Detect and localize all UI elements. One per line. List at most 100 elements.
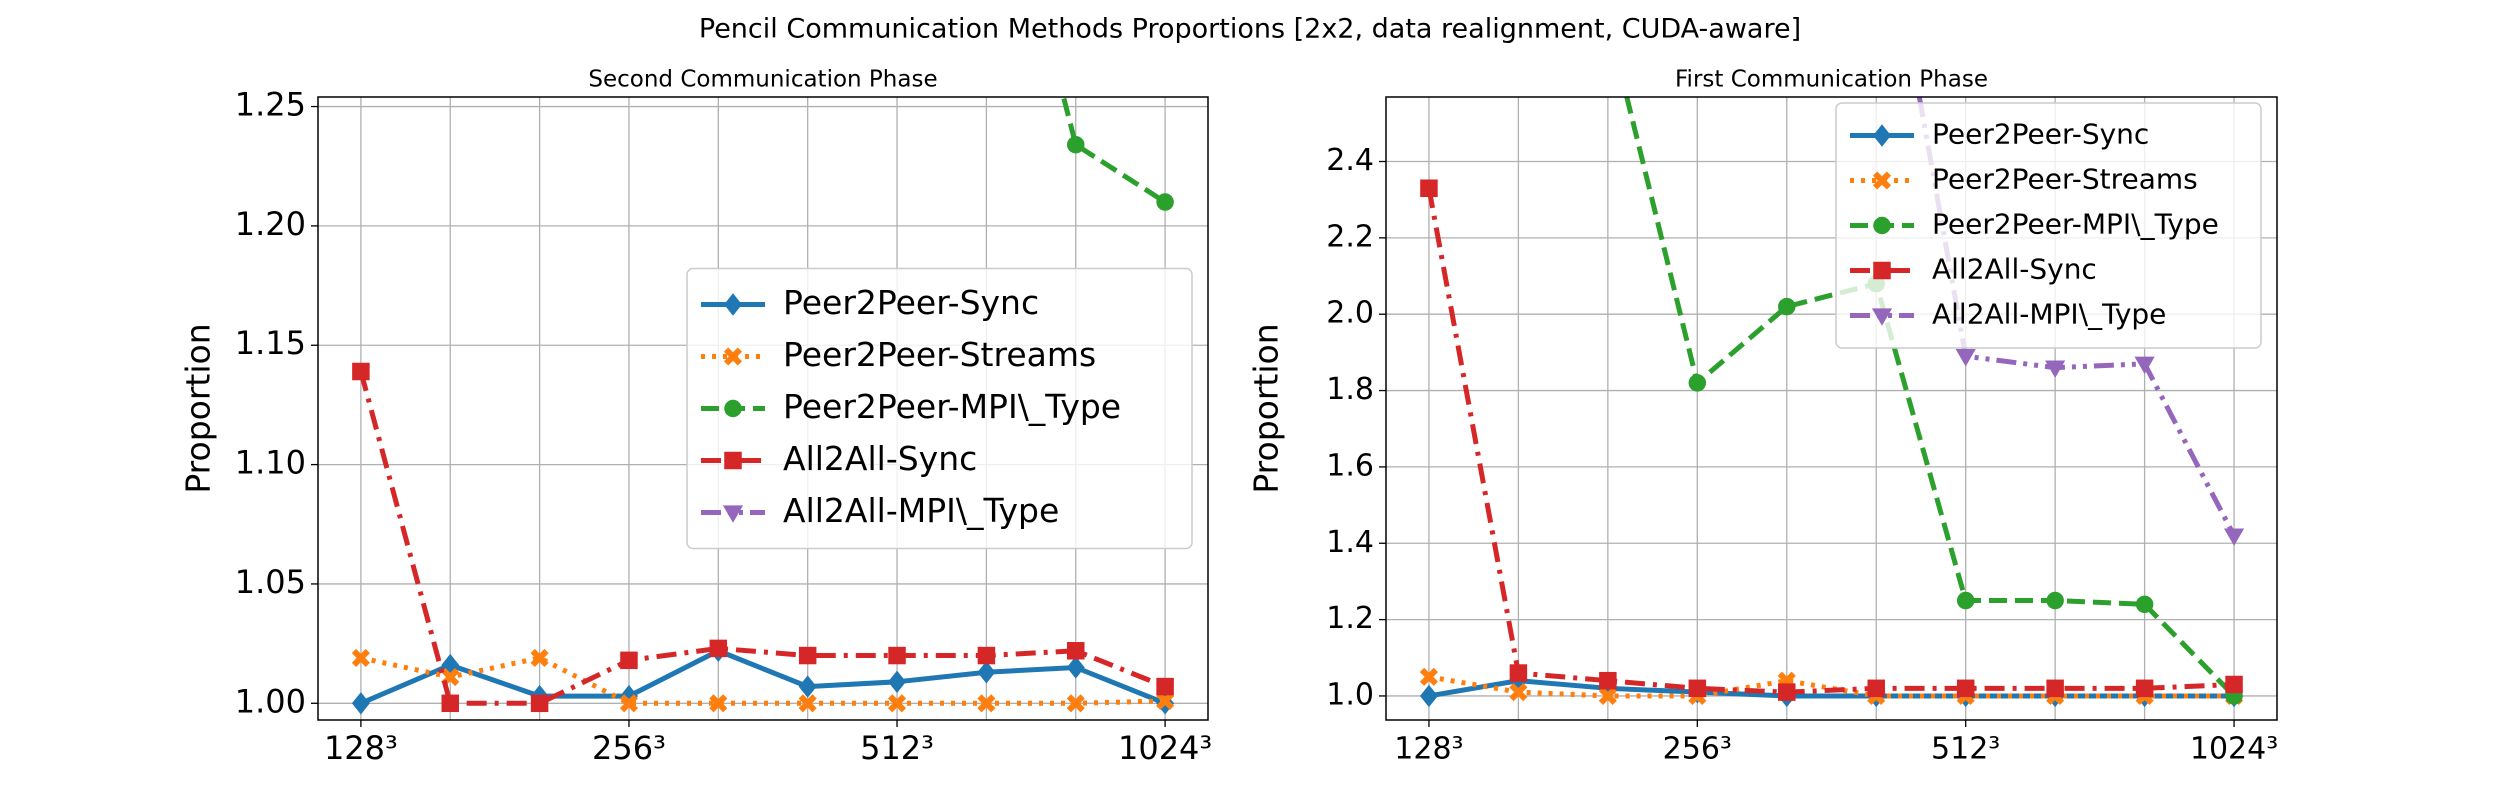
marker [1067, 135, 1085, 154]
marker [1688, 679, 1707, 698]
marker [1778, 683, 1796, 701]
y-tick-label: 1.6 [1326, 448, 1374, 483]
y-tick-label: 1.05 [235, 563, 306, 601]
marker [2135, 595, 2154, 614]
series-line [359, 648, 1167, 706]
x-tick-label: 256³ [1663, 732, 1732, 767]
legend-marker [722, 505, 744, 523]
y-tick-label: 1.2 [1326, 601, 1374, 636]
x-tick-label: 128³ [1394, 732, 1463, 767]
legend-marker [1873, 124, 1891, 147]
y-tick-label: 1.20 [235, 205, 306, 243]
legend-label: All2All-Sync [1932, 253, 2097, 286]
marker [620, 651, 638, 670]
marker [1509, 683, 1528, 702]
marker [1688, 374, 1707, 392]
marker [1067, 642, 1085, 660]
marker [2135, 679, 2154, 698]
legend-marker [724, 293, 742, 316]
marker [1956, 591, 1975, 610]
marker [2225, 675, 2243, 694]
y-tick-label: 1.8 [1326, 372, 1374, 407]
marker [1419, 667, 1439, 686]
legend-label: All2All-MPI\_Type [783, 491, 1059, 530]
x-tick-label: 128³ [324, 729, 398, 767]
marker [977, 694, 996, 713]
x-tick-label: 512³ [1931, 732, 2000, 767]
marker [1778, 297, 1796, 316]
marker [2223, 528, 2245, 546]
y-tick-label: 2.0 [1326, 296, 1374, 331]
marker [709, 694, 728, 713]
y-tick-label: 1.25 [235, 86, 306, 124]
marker [1066, 694, 1085, 713]
legend-label: Peer2Peer-Sync [783, 283, 1039, 322]
y-tick-label: 2.2 [1326, 219, 1374, 254]
legend-marker [1873, 216, 1891, 235]
legend-marker [724, 399, 742, 418]
y-tick-label: 2.4 [1326, 143, 1374, 178]
marker [1598, 686, 1617, 706]
marker [1867, 679, 1885, 698]
legend-box [686, 267, 1193, 550]
marker [887, 694, 907, 713]
x-tick-label: 256³ [592, 729, 666, 767]
legend-label: Peer2Peer-Sync [1932, 118, 2149, 151]
legend-marker [724, 451, 742, 470]
marker [351, 648, 370, 667]
marker [977, 646, 996, 665]
marker [2046, 591, 2064, 610]
axes-frame [317, 96, 1209, 721]
y-tick-label: 1.15 [235, 324, 306, 362]
legend-label: Peer2Peer-Streams [1932, 163, 2198, 196]
legend-label: All2All-MPI\_Type [1932, 298, 2166, 331]
legend-label: Peer2Peer-Streams [783, 335, 1096, 374]
x-tick-label: 1024³ [1118, 729, 1212, 767]
y-axis-label: Proportion [1247, 323, 1286, 493]
marker [1156, 193, 1174, 211]
subplot-title: First Communication Phase [1675, 67, 1988, 93]
marker [798, 646, 817, 665]
plot-area [351, 97, 1175, 715]
y-tick-label: 1.10 [235, 444, 306, 482]
marker [2045, 360, 2066, 378]
legend-label: Peer2Peer-MPI\_Type [1932, 208, 2219, 241]
marker [798, 694, 817, 713]
legend-marker [1871, 308, 1893, 326]
marker [1066, 656, 1085, 679]
marker [2134, 356, 2155, 375]
plot-area [1419, 97, 2245, 708]
marker [888, 670, 906, 694]
marker [1419, 684, 1438, 708]
marker [1156, 677, 1174, 696]
marker [977, 661, 996, 684]
series-line [358, 370, 1167, 706]
y-tick-label: 1.0 [1326, 677, 1374, 712]
y-axis-label: Proportion [179, 323, 218, 493]
legend: Peer2Peer-Sync Peer2Peer-Streams Peer2Peer… [686, 267, 1193, 550]
marker [709, 639, 728, 658]
marker [352, 362, 370, 381]
series-line [360, 655, 1166, 706]
legend-label: All2All-Sync [783, 439, 977, 478]
series-line [1428, 674, 2235, 699]
marker [530, 648, 549, 667]
marker [619, 694, 639, 713]
figure-title: Pencil Communication Methods Proportions… [699, 14, 1801, 45]
marker [441, 694, 459, 713]
y-tick-label: 1.00 [235, 682, 306, 720]
marker [1156, 691, 1175, 710]
legend-marker [1872, 171, 1892, 190]
marker [1955, 349, 1976, 367]
marker [351, 692, 370, 715]
marker [1956, 679, 1975, 698]
marker [1509, 664, 1528, 682]
marker [888, 646, 906, 665]
marker [798, 675, 817, 698]
series-line [1060, 97, 1167, 205]
subplot-title: Second Communication Phase [588, 67, 937, 93]
legend-marker [723, 347, 743, 366]
axes-frame [1385, 96, 2278, 721]
legend-box [1835, 102, 2262, 349]
